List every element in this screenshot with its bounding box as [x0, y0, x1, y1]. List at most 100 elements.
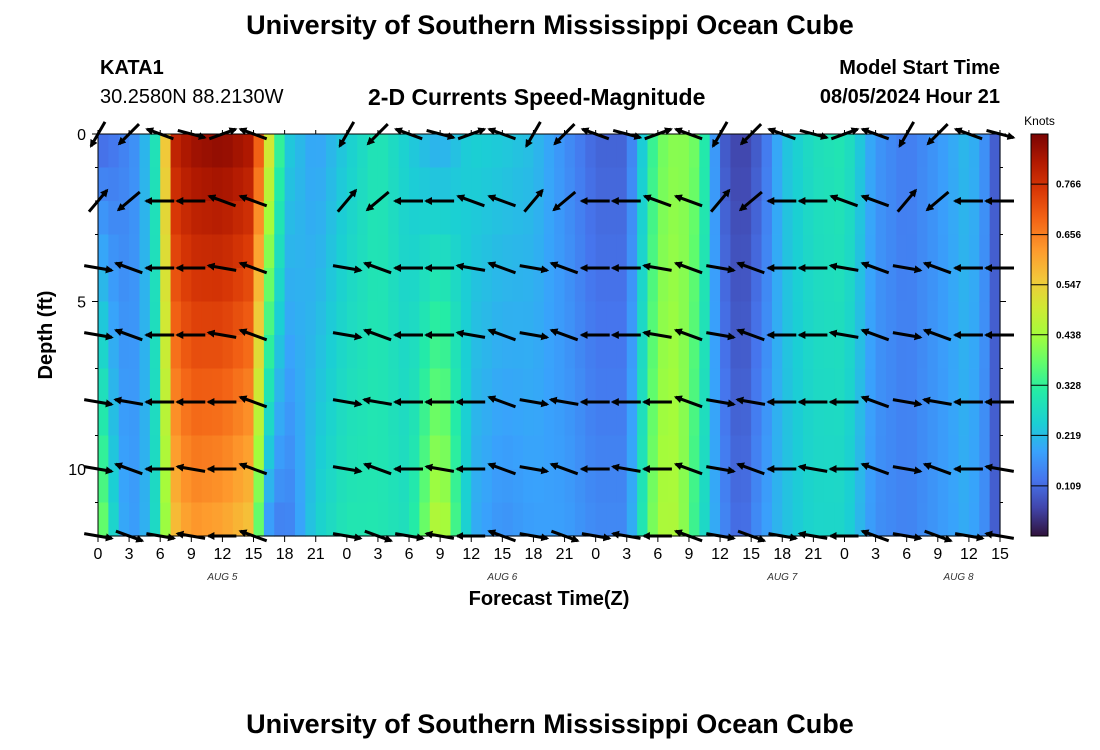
heatmap-cell — [751, 402, 763, 437]
current-arrow — [238, 194, 268, 208]
heatmap-cell — [429, 201, 441, 236]
heatmap-cell — [305, 368, 317, 403]
current-arrow — [925, 190, 950, 212]
heatmap-cell — [139, 167, 151, 202]
heatmap-cell — [160, 368, 172, 403]
heatmap-cell — [512, 502, 524, 537]
heatmap-cell — [523, 301, 535, 336]
heatmap-cell — [803, 469, 814, 504]
heatmap-cell — [533, 402, 545, 437]
heatmap-cell — [284, 167, 296, 202]
heatmap-cell — [326, 435, 338, 470]
heatmap-cell — [803, 335, 814, 370]
heatmap-cell — [720, 435, 732, 470]
heatmap-cell — [657, 335, 669, 370]
heatmap-cell — [149, 502, 161, 537]
current-arrow — [362, 261, 392, 275]
heatmap-cell — [139, 134, 151, 169]
heatmap-cell — [377, 469, 389, 504]
heatmap-cell — [108, 201, 120, 236]
heatmap-cell — [709, 469, 721, 504]
heatmap-cell — [813, 301, 825, 336]
heatmap-cell — [512, 469, 524, 504]
heatmap-cell — [191, 234, 203, 269]
heatmap-cell — [865, 368, 877, 403]
heatmap-cell — [585, 234, 597, 269]
heatmap-cell — [419, 469, 431, 504]
heatmap-cell — [180, 268, 192, 303]
heatmap-cell — [98, 469, 109, 504]
heatmap-cell — [367, 134, 379, 169]
current-arrow — [922, 462, 952, 476]
heatmap-cell — [232, 201, 244, 236]
heatmap-cell — [616, 502, 628, 537]
heatmap-cell — [948, 435, 960, 470]
heatmap-cell — [564, 435, 576, 470]
date-label: AUG 6 — [486, 572, 517, 583]
heatmap-cell — [336, 268, 348, 303]
heatmap-cell — [170, 301, 182, 336]
heatmap-cell — [326, 134, 338, 169]
heatmap-cell — [232, 435, 244, 470]
heatmap-cell — [948, 234, 960, 269]
heatmap-cell — [647, 435, 659, 470]
heatmap-cell — [160, 268, 172, 303]
heatmap-cell — [626, 368, 638, 403]
heatmap-cell — [180, 167, 192, 202]
heatmap-cell — [377, 234, 389, 269]
heatmap-cell — [585, 502, 597, 537]
heatmap-cell — [896, 268, 908, 303]
heatmap-cell — [616, 134, 628, 169]
heatmap-cell — [626, 502, 638, 537]
current-arrow — [206, 262, 237, 272]
heatmap-cell — [948, 167, 960, 202]
colorbar-tick-label: 0.219 — [1056, 431, 1081, 442]
heatmap-cell — [460, 134, 472, 169]
heatmap-cell — [875, 402, 887, 437]
heatmap-cell — [108, 234, 120, 269]
heatmap-cell — [543, 167, 555, 202]
heatmap-cell — [720, 402, 732, 437]
heatmap-cell — [699, 167, 711, 202]
heatmap-cell — [823, 201, 835, 236]
current-arrow — [860, 395, 890, 409]
heatmap-cell — [979, 234, 991, 269]
heatmap-cell — [657, 167, 669, 202]
heatmap-cell — [688, 368, 700, 403]
y-tick-label: 5 — [77, 295, 86, 312]
heatmap-cell — [699, 435, 711, 470]
current-arrow — [673, 462, 703, 476]
heatmap-cell — [284, 502, 296, 537]
heatmap-cell — [885, 201, 897, 236]
heatmap-cell — [305, 502, 317, 537]
heatmap-cell — [803, 502, 814, 537]
heatmap-cell — [253, 167, 265, 202]
heatmap-cell — [564, 301, 576, 336]
heatmap-cell — [170, 335, 182, 370]
heatmap-cell — [678, 335, 690, 370]
heatmap-cell — [388, 201, 400, 236]
heatmap-cell — [948, 502, 960, 537]
heatmap-cell — [108, 335, 120, 370]
heatmap-cell — [429, 469, 441, 504]
heatmap-cell — [129, 167, 141, 202]
heatmap-cell — [543, 368, 555, 403]
heatmap-cell — [346, 469, 358, 504]
heatmap-cell — [533, 335, 545, 370]
heatmap-cell — [170, 134, 182, 169]
current-arrow — [549, 328, 579, 342]
heatmap-cell — [212, 268, 224, 303]
current-arrow — [552, 190, 577, 212]
heatmap-cell — [398, 435, 410, 470]
heatmap-cell — [450, 469, 462, 504]
heatmap-cell — [720, 268, 732, 303]
heatmap-cell — [274, 435, 286, 470]
heatmap-cell — [771, 167, 783, 202]
current-arrow — [332, 398, 363, 408]
heatmap-cell — [668, 201, 680, 236]
heatmap-cell — [409, 201, 420, 236]
heatmap-cell — [958, 134, 970, 169]
heatmap-cell — [782, 201, 794, 236]
heatmap-cell — [263, 134, 275, 169]
heatmap-cell — [294, 402, 306, 437]
